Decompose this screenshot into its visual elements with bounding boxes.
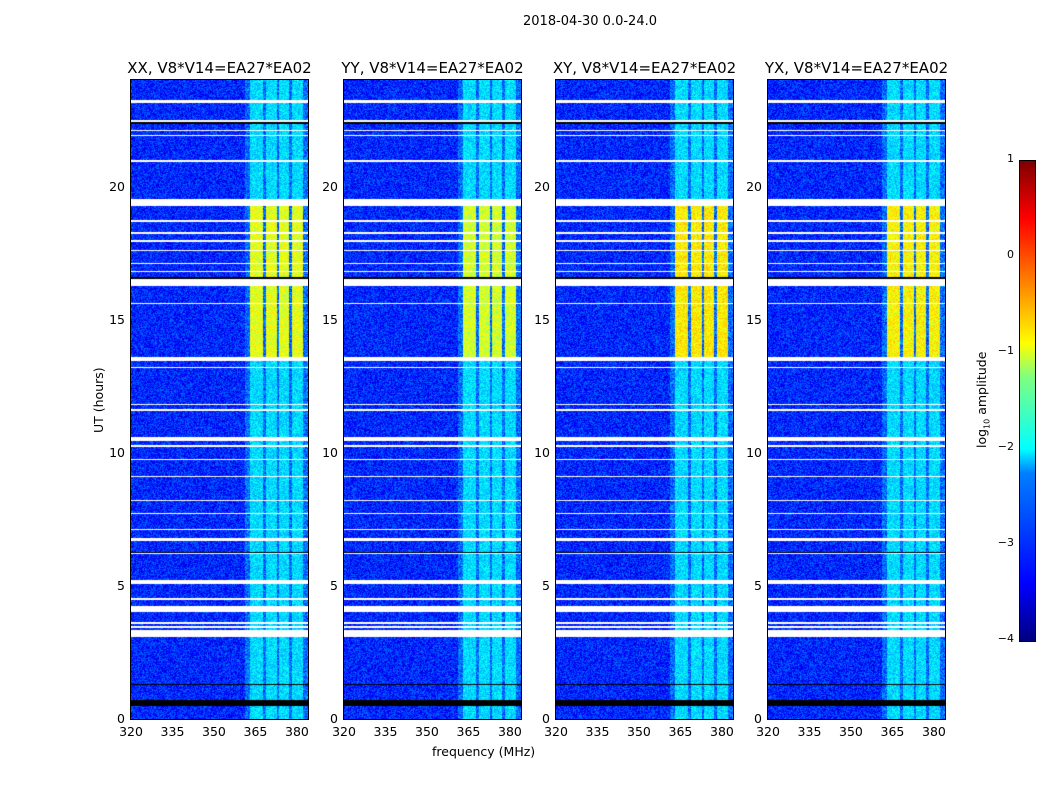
colorbar-tick-label: −3 (997, 536, 1014, 549)
x-tick-label: 350 (839, 724, 863, 739)
heatmap-panel (767, 79, 946, 720)
y-tick-label: 0 (542, 711, 550, 726)
x-tick-label: 335 (797, 724, 822, 739)
y-tick-label: 15 (534, 311, 550, 327)
colorbar-tick-label: 1 (1007, 152, 1014, 165)
y-tick-label: 20 (746, 178, 762, 194)
x-tick-label: 380 (285, 724, 309, 739)
heatmap-image (344, 80, 521, 719)
heatmap-panel (343, 79, 522, 720)
y-tick-label: 5 (754, 577, 762, 593)
heatmap-panel (130, 79, 309, 720)
x-tick-label: 380 (710, 724, 734, 739)
heatmap-image (768, 80, 945, 719)
y-tick-label: 10 (534, 444, 550, 460)
colorbar-tick-label: −2 (997, 440, 1014, 453)
heatmap-panel (555, 79, 734, 720)
figure-title: 2018-04-30 0.0-24.0 (523, 14, 657, 29)
colorbar-tick-label: −4 (997, 632, 1014, 645)
y-tick-label: 10 (322, 444, 338, 460)
y-tick-label: 5 (542, 577, 550, 593)
x-axis-label: frequency (MHz) (432, 744, 536, 759)
x-tick-label: 335 (585, 724, 610, 739)
x-tick-label: 365 (456, 724, 481, 739)
x-tick-label: 365 (668, 724, 693, 739)
x-tick-label: 320 (332, 724, 356, 739)
y-tick-label: 5 (117, 577, 125, 593)
y-tick-label: 0 (117, 711, 125, 726)
panel-title: YX, V8*V14=EA27*EA02 (764, 59, 949, 77)
colorbar-tick-label: −1 (997, 344, 1014, 357)
y-tick-label: 15 (109, 311, 125, 327)
y-tick-label: 15 (322, 311, 338, 327)
x-tick-label: 380 (922, 724, 946, 739)
x-tick-label: 365 (243, 724, 268, 739)
y-tick-label: 0 (754, 711, 762, 726)
colorbar (1019, 160, 1036, 642)
x-tick-label: 380 (498, 724, 522, 739)
y-tick-label: 20 (534, 178, 550, 194)
y-tick-label: 5 (330, 577, 338, 593)
x-tick-label: 350 (202, 724, 226, 739)
y-tick-label: 20 (322, 178, 338, 194)
panel-title: XX, V8*V14=EA27*EA02 (127, 59, 312, 77)
x-tick-label: 320 (756, 724, 780, 739)
y-tick-label: 15 (746, 311, 762, 327)
heatmap-image (131, 80, 308, 719)
x-tick-label: 350 (415, 724, 439, 739)
y-tick-label: 0 (330, 711, 338, 726)
heatmap-image (556, 80, 733, 719)
colorbar-tick-label: 0 (1007, 248, 1014, 261)
panel-title: YY, V8*V14=EA27*EA02 (341, 59, 524, 77)
y-tick-label: 10 (746, 444, 762, 460)
panel-title: XY, V8*V14=EA27*EA02 (552, 59, 737, 77)
x-tick-label: 335 (373, 724, 398, 739)
x-tick-label: 320 (544, 724, 568, 739)
x-tick-label: 335 (160, 724, 185, 739)
x-tick-label: 365 (880, 724, 905, 739)
y-tick-label: 10 (109, 444, 125, 460)
colorbar-label: log10 amplitude (974, 351, 992, 448)
y-tick-label: 20 (109, 178, 125, 194)
x-tick-label: 320 (119, 724, 143, 739)
y-axis-label: UT (hours) (91, 367, 106, 433)
x-tick-label: 350 (627, 724, 651, 739)
